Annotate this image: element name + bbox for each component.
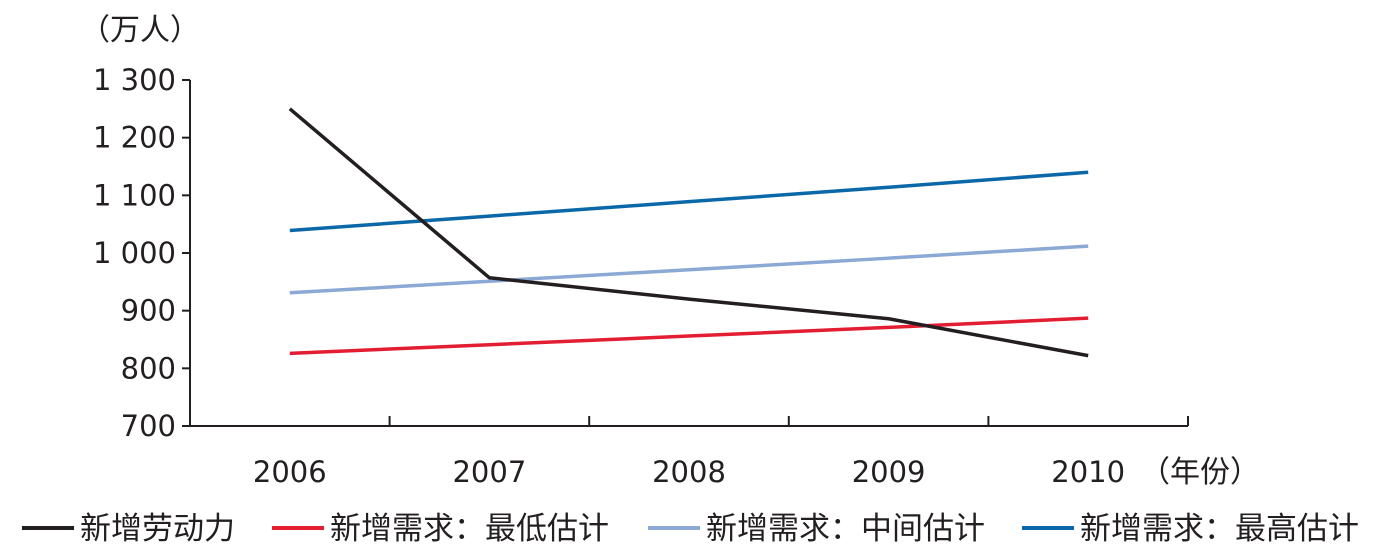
y-tick-label: 900	[121, 294, 176, 328]
x-tick-label: 2007	[452, 455, 526, 489]
y-tick-label: 1 200	[93, 121, 176, 155]
x-tick-label: 2008	[652, 455, 726, 489]
legend-label: 新增劳动力	[80, 511, 235, 547]
legend-label: 新增需求：最低估计	[330, 511, 609, 547]
series-line-0	[288, 107, 1089, 358]
legend: 新增劳动力 新增需求：最低估计 新增需求：中间估计 新增需求：最高估计	[22, 511, 1359, 547]
y-axis: 700 800 900 1 000 1 100 1 200 1 300	[93, 63, 191, 443]
legend-item-0: 新增劳动力	[22, 511, 235, 547]
legend-item-2: 新增需求：中间估计	[648, 511, 985, 547]
y-tick-label: 1 300	[93, 63, 176, 97]
x-axis: 2006 2007 2008 2009 2010	[189, 416, 1189, 489]
legend-item-3: 新增需求：最高估计	[1022, 511, 1359, 547]
x-axis-unit-label: （年份）	[1140, 455, 1260, 490]
x-tick-label: 2010	[1051, 455, 1125, 489]
x-tick-label: 2006	[253, 455, 327, 489]
y-tick-label: 700	[121, 409, 176, 443]
legend-item-1: 新增需求：最低估计	[272, 511, 609, 547]
legend-label: 新增需求：中间估计	[706, 511, 985, 547]
series-line-3	[289, 170, 1089, 233]
plot-series	[288, 107, 1089, 358]
legend-label: 新增需求：最高估计	[1080, 511, 1359, 547]
series-line-1	[289, 316, 1089, 356]
y-tick-label: 1 000	[93, 236, 176, 270]
series-line-2	[289, 244, 1089, 295]
y-axis-unit-label: （万人）	[80, 13, 200, 48]
y-tick-label: 800	[121, 351, 176, 385]
y-tick-label: 1 100	[93, 178, 176, 212]
x-tick-label: 2009	[852, 455, 926, 489]
